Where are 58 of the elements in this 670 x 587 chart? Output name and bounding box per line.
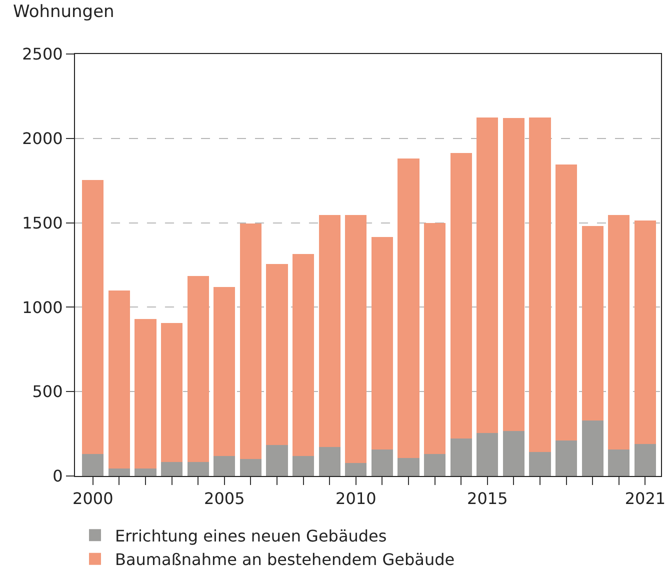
bar bbox=[634, 220, 656, 444]
bar bbox=[187, 462, 209, 476]
bar bbox=[582, 420, 604, 476]
bar bbox=[292, 456, 314, 476]
bar bbox=[318, 215, 340, 447]
bar bbox=[240, 459, 262, 476]
x-tick-label: 2021 bbox=[624, 489, 666, 508]
x-tick-label: 2015 bbox=[467, 489, 508, 508]
y-tick-label: 1000 bbox=[22, 298, 63, 317]
y-tick-label: 0 bbox=[52, 466, 63, 486]
bar bbox=[161, 323, 183, 462]
legend-label: Baumaßnahme an bestehendem Gebäude bbox=[115, 550, 455, 570]
bar bbox=[187, 276, 209, 462]
bar bbox=[476, 117, 498, 433]
bar bbox=[108, 468, 130, 476]
bar bbox=[82, 180, 104, 454]
y-tick-label: 2500 bbox=[22, 44, 63, 64]
bar bbox=[371, 449, 393, 476]
bar bbox=[424, 454, 446, 476]
bar bbox=[266, 264, 288, 445]
legend-label: Errichtung eines neuen Gebäudes bbox=[115, 526, 387, 546]
bar bbox=[398, 458, 420, 476]
bar bbox=[450, 152, 472, 439]
bar bbox=[161, 462, 183, 476]
x-tick-label: 2000 bbox=[72, 489, 114, 508]
x-tick-label: 2010 bbox=[336, 489, 376, 508]
bar bbox=[582, 226, 604, 420]
x-tick-label: 2005 bbox=[204, 489, 245, 508]
bar bbox=[608, 215, 630, 450]
bar bbox=[82, 454, 104, 476]
bar bbox=[398, 158, 420, 458]
bar bbox=[556, 440, 578, 476]
bar bbox=[502, 118, 524, 431]
y-tick-label: 500 bbox=[32, 382, 63, 402]
bar bbox=[424, 222, 446, 454]
bar bbox=[450, 438, 472, 476]
bar bbox=[634, 444, 656, 476]
bar bbox=[214, 456, 236, 476]
bar bbox=[134, 468, 156, 476]
bar bbox=[345, 463, 367, 476]
bar bbox=[134, 319, 156, 469]
bar bbox=[266, 444, 288, 476]
y-tick-label: 1500 bbox=[22, 213, 63, 232]
bar bbox=[556, 164, 578, 441]
bar bbox=[529, 117, 551, 452]
bar bbox=[371, 237, 393, 450]
bar bbox=[529, 452, 551, 476]
bar bbox=[214, 286, 236, 456]
bar bbox=[608, 449, 630, 476]
y-axis-title: Wohnungen bbox=[13, 2, 114, 22]
y-tick-label: 2000 bbox=[22, 129, 63, 148]
bar bbox=[502, 430, 524, 476]
bar bbox=[476, 432, 498, 476]
bar bbox=[318, 446, 340, 476]
bar bbox=[292, 254, 314, 456]
bar bbox=[108, 290, 130, 469]
bar bbox=[345, 215, 367, 463]
bar bbox=[240, 224, 262, 460]
